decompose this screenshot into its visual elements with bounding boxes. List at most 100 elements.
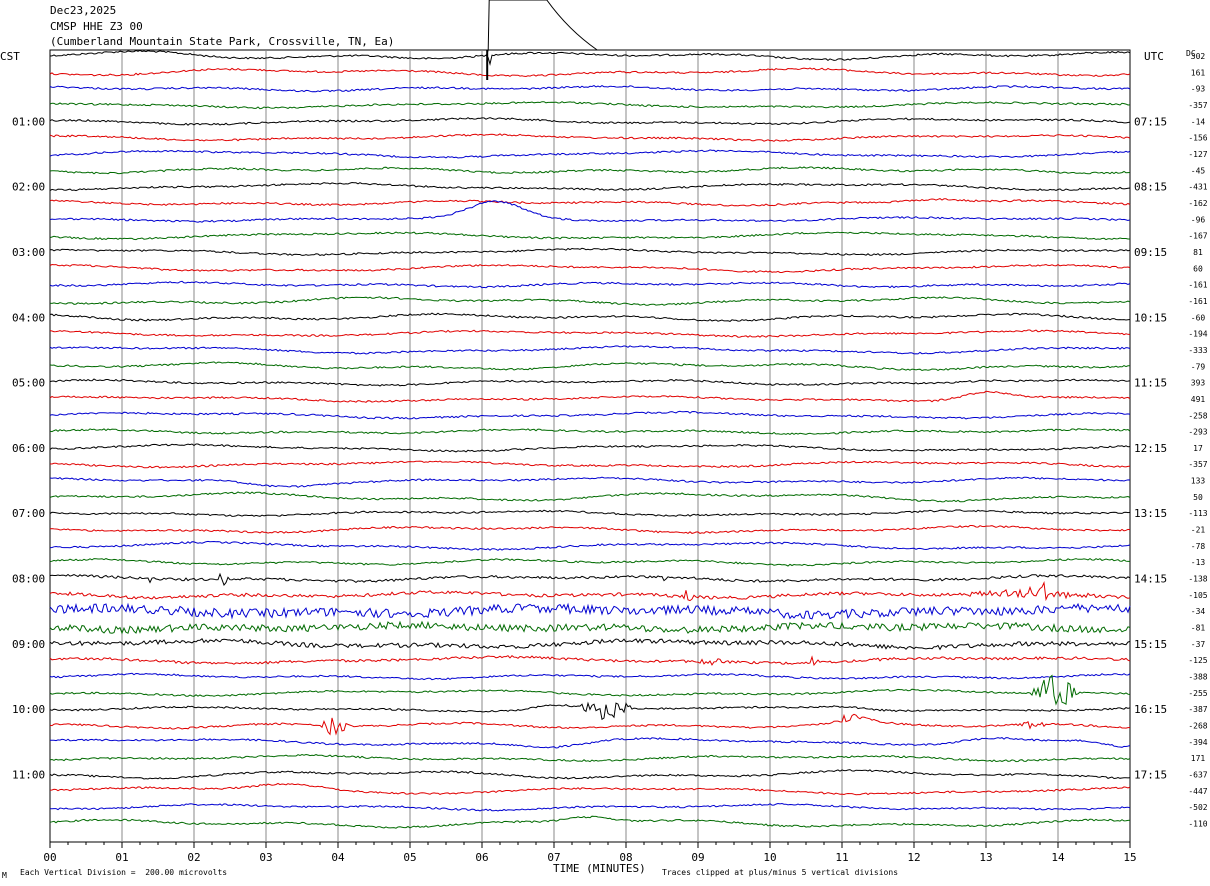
dc-offset-label: -127: [1188, 150, 1207, 159]
dc-offset-label: 50: [1193, 493, 1203, 502]
seismic-trace: [49, 674, 1131, 706]
seismic-trace: [49, 117, 1131, 126]
seismic-trace: [49, 572, 1131, 586]
seismic-trace: [49, 312, 1131, 322]
seismic-trace: [49, 296, 1131, 306]
seismic-trace: [49, 620, 1131, 635]
seismic-trace: [49, 67, 1131, 78]
dc-offset-label: -394: [1188, 738, 1207, 747]
utc-hour-label: 13:15: [1134, 507, 1167, 520]
station-title: CMSP HHE Z3 00: [50, 20, 143, 33]
dc-offset-label: 393: [1191, 379, 1206, 388]
dc-offset-label: -34: [1191, 607, 1206, 616]
dc-offset-label: -502: [1188, 803, 1207, 812]
dc-offset-label: -161: [1188, 281, 1207, 290]
dc-offset-label: -113: [1188, 509, 1207, 518]
dc-offset-label: -156: [1188, 134, 1207, 143]
utc-hour-label: 11:15: [1134, 377, 1167, 390]
dc-offset-label: -125: [1188, 656, 1207, 665]
x-tick-label: 05: [403, 851, 416, 864]
seismic-trace: [49, 638, 1131, 651]
x-tick-label: 11: [835, 851, 848, 864]
dc-offset-label: -13: [1191, 558, 1206, 567]
seismic-trace: [49, 509, 1131, 517]
dc-offset-label: -81: [1191, 624, 1206, 633]
plot-date: Dec23,2025: [50, 4, 117, 17]
seismic-trace: [49, 361, 1130, 372]
dc-offset-label: -161: [1188, 297, 1207, 306]
utc-hour-label: 15:15: [1134, 638, 1167, 651]
cst-hour-label: 10:00: [12, 703, 45, 716]
clipped-event-trace: [485, 0, 598, 57]
dc-offset-label: -78: [1191, 542, 1206, 551]
dc-offset-label: -357: [1188, 101, 1207, 110]
utc-hour-label: 08:15: [1134, 181, 1167, 194]
seismic-trace: [49, 753, 1131, 763]
dc-offset-label: -357: [1188, 460, 1207, 469]
seismic-trace: [49, 802, 1131, 812]
seismic-trace: [49, 85, 1131, 93]
dc-offset-label: -637: [1188, 771, 1207, 780]
dc-offset-label: 171: [1191, 754, 1206, 763]
x-tick-label: 00: [43, 851, 56, 864]
seismic-trace: [49, 280, 1131, 289]
seismic-trace: [49, 49, 1131, 66]
dc-offset-label: -255: [1188, 689, 1207, 698]
dc-offset-label: -293: [1188, 428, 1207, 437]
seismic-trace: [49, 378, 1131, 387]
dc-offset-label: -14: [1191, 117, 1206, 126]
dc-offset-label: -21: [1191, 526, 1206, 535]
x-tick-label: 08: [619, 851, 632, 864]
seismic-trace: [49, 602, 1131, 620]
dc-offset-label: 81: [1193, 248, 1203, 257]
dc-offset-label: -258: [1188, 411, 1207, 420]
dc-offset-label: -60: [1191, 313, 1206, 322]
utc-hour-label: 09:15: [1134, 246, 1167, 259]
x-tick-label: 03: [259, 851, 272, 864]
x-tick-label: 13: [979, 851, 992, 864]
dc-offset-label: -93: [1191, 85, 1206, 94]
seismic-trace: [49, 101, 1131, 110]
dc-offset-label: 161: [1191, 68, 1206, 77]
utc-hour-label: 12:15: [1134, 442, 1167, 455]
dc-offset-label: -45: [1191, 166, 1206, 175]
seismic-trace: [49, 769, 1131, 780]
seismic-trace: [49, 655, 1131, 666]
seismic-trace: [49, 428, 1131, 435]
dc-offset-label: 60: [1193, 264, 1203, 273]
cst-hour-label: 02:00: [12, 181, 45, 194]
x-tick-label: 12: [907, 851, 920, 864]
cst-hour-label: 03:00: [12, 246, 45, 259]
dc-offset-label: 133: [1191, 477, 1206, 486]
cst-hour-label: 05:00: [12, 377, 45, 390]
x-tick-label: 09: [691, 851, 704, 864]
dc-offset-label: 491: [1191, 395, 1206, 404]
x-tick-label: 06: [475, 851, 488, 864]
seismic-trace: [49, 390, 1131, 403]
utc-hour-label: 16:15: [1134, 703, 1167, 716]
seismic-trace: [49, 329, 1131, 338]
seismic-trace: [49, 476, 1131, 488]
seismic-trace: [49, 491, 1131, 503]
x-axis-label: TIME (MINUTES): [553, 862, 646, 875]
seismic-trace: [49, 198, 1131, 207]
dc-offset-label: -388: [1188, 673, 1207, 682]
x-tick-label: 14: [1051, 851, 1065, 864]
dc-offset-label: -105: [1188, 591, 1207, 600]
seismic-trace: [49, 200, 1131, 223]
dc-offset-label: -37: [1191, 640, 1206, 649]
seismic-trace: [49, 443, 1131, 453]
seismic-trace: [49, 540, 1131, 551]
seismic-trace: [49, 713, 1131, 736]
dc-offset-label: -110: [1188, 820, 1207, 829]
cst-hour-label: 04:00: [12, 311, 45, 324]
cst-hour-label: 11:00: [12, 769, 45, 782]
cst-hour-label: 09:00: [12, 638, 45, 651]
dc-offset-label: -194: [1188, 330, 1207, 339]
seismic-trace: [49, 782, 1131, 796]
x-tick-label: 10: [763, 851, 776, 864]
station-location: (Cumberland Mountain State Park, Crossvi…: [50, 35, 395, 48]
dc-offset-label: 17: [1193, 444, 1203, 453]
seismic-trace: [49, 149, 1131, 159]
